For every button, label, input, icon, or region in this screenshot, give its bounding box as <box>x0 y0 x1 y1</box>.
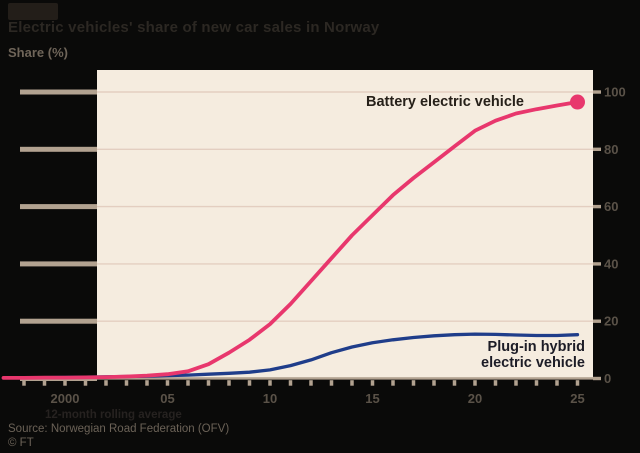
series-line-bev <box>1 100 580 380</box>
series-label-battery-electric: Battery electric vehicle <box>366 94 524 110</box>
credit-text: © FT <box>8 437 34 449</box>
x-tick <box>514 380 518 386</box>
plot-area <box>97 70 593 379</box>
series-label-plugin-hybrid-line2: electric vehicle <box>481 355 585 371</box>
x-tick <box>350 380 354 386</box>
x-tick <box>534 380 539 386</box>
x-axis-label: 10 <box>263 391 277 406</box>
x-tick <box>473 380 477 386</box>
y-tick <box>593 262 601 266</box>
x-axis-label: 20 <box>468 391 482 406</box>
x-tick <box>309 380 313 386</box>
x-tick <box>63 380 67 386</box>
y-axis-label: 20 <box>604 314 618 329</box>
x-tick <box>432 380 436 386</box>
y-tick <box>593 204 601 209</box>
x-tick <box>452 380 457 386</box>
y-tick <box>593 319 601 323</box>
gridline-left-bar <box>20 146 97 152</box>
gridline-left-bar <box>20 204 97 210</box>
x-tick <box>329 380 334 386</box>
x-axis-label: 2000 <box>51 391 80 406</box>
y-axis-label: 60 <box>604 199 618 214</box>
x-tick <box>575 380 580 386</box>
y-tick <box>593 376 601 381</box>
page-title: Electric vehicles' share of new car sale… <box>8 19 380 36</box>
x-tick <box>186 380 190 386</box>
x-tick <box>268 380 272 386</box>
x-tick <box>391 380 395 386</box>
chart-note: 12-month rolling average <box>45 409 182 421</box>
y-tick <box>593 90 601 94</box>
x-axis-label: 15 <box>365 391 379 406</box>
y-axis-label: 100 <box>604 85 626 100</box>
x-tick <box>206 380 211 386</box>
x-tick <box>370 380 375 386</box>
series-label-plugin-hybrid: Plug-in hybrid electric vehicle <box>455 339 585 371</box>
y-tick <box>593 147 601 152</box>
kicker-tag <box>8 3 58 20</box>
x-tick <box>411 380 416 386</box>
x-tick <box>124 380 129 386</box>
x-tick <box>104 380 108 386</box>
x-tick <box>493 380 498 386</box>
x-tick <box>165 380 170 386</box>
gridline-left-bar <box>20 318 97 324</box>
y-axis-title: Share (%) <box>8 45 68 60</box>
x-tick <box>247 380 252 386</box>
x-tick <box>555 380 559 386</box>
x-tick <box>22 380 26 386</box>
x-tick <box>145 380 149 386</box>
series-label-plugin-hybrid-line1: Plug-in hybrid <box>487 339 585 355</box>
gridline-left-bar <box>20 261 97 267</box>
series-end-dot <box>570 94 585 110</box>
gridline-left-bar <box>20 89 97 95</box>
y-axis-label: 40 <box>604 256 618 271</box>
x-axis-line <box>33 377 593 380</box>
x-axis-label: 05 <box>160 391 174 406</box>
x-axis-label: 25 <box>570 391 584 406</box>
y-axis-label: 80 <box>604 142 618 157</box>
x-tick <box>288 380 293 386</box>
x-tick <box>42 380 47 386</box>
source-text: Source: Norwegian Road Federation (OFV) <box>8 423 230 435</box>
x-tick <box>83 380 88 386</box>
y-axis-label: 0 <box>604 371 611 386</box>
x-tick <box>227 380 231 386</box>
